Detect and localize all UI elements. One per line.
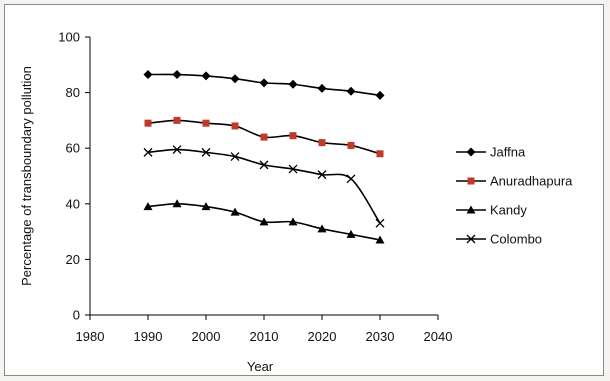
series-jaffna — [143, 70, 385, 100]
legend-marker — [466, 205, 476, 214]
data-point-kandy — [259, 217, 269, 226]
data-point-anuradhapura — [347, 141, 355, 149]
data-point-colombo — [172, 145, 182, 155]
data-point-anuradhapura — [173, 116, 181, 124]
data-point-jaffna — [172, 70, 182, 80]
legend-label: Jaffna — [490, 145, 526, 160]
x-tick-label: 2040 — [424, 329, 453, 344]
legend-marker — [466, 234, 476, 244]
y-axis-title: Percentage of transboundary pollution — [19, 66, 34, 286]
data-point-jaffna — [288, 79, 298, 89]
data-point-anuradhapura — [202, 119, 210, 127]
series-kandy — [143, 199, 385, 244]
data-point-kandy — [288, 217, 298, 226]
y-tick-label: 60 — [66, 141, 80, 156]
data-point-jaffna — [317, 83, 327, 93]
data-point-jaffna — [230, 74, 240, 84]
data-point-colombo — [143, 147, 153, 157]
x-tick-label: 1980 — [76, 329, 105, 344]
y-ticks: 0 20 40 60 80 100 — [58, 30, 90, 323]
data-point-colombo — [201, 147, 211, 157]
legend-label: Kandy — [490, 203, 527, 218]
data-point-anuradhapura — [318, 139, 326, 147]
legend-item-anuradhapura: Anuradhapura — [456, 174, 573, 189]
data-point-anuradhapura — [260, 133, 268, 141]
data-point-jaffna — [375, 90, 385, 100]
series-group — [143, 70, 385, 244]
x-tick-label: 2010 — [250, 329, 279, 344]
x-tick-label: 2000 — [192, 329, 221, 344]
x-tick-label: 1990 — [134, 329, 163, 344]
x-tick-label: 2030 — [366, 329, 395, 344]
data-point-anuradhapura — [231, 122, 239, 130]
chart-frame — [4, 4, 604, 376]
y-tick-label: 0 — [73, 308, 80, 323]
legend-item-kandy: Kandy — [456, 203, 527, 218]
legend-marker — [466, 147, 476, 157]
data-point-colombo — [259, 160, 269, 170]
legend-marker — [467, 177, 475, 185]
data-point-jaffna — [143, 70, 153, 80]
data-point-kandy — [346, 229, 356, 238]
y-tick-label: 20 — [66, 252, 80, 267]
data-point-jaffna — [259, 78, 269, 88]
series-anuradhapura — [144, 116, 384, 158]
data-point-kandy — [375, 235, 385, 244]
data-point-jaffna — [346, 86, 356, 96]
data-point-colombo — [317, 170, 327, 180]
data-point-jaffna — [201, 71, 211, 81]
y-tick-label: 100 — [58, 30, 80, 45]
x-ticks: 1980 1990 2000 2010 2020 2030 2040 — [76, 315, 453, 344]
x-tick-label: 2020 — [308, 329, 337, 344]
data-point-colombo — [288, 164, 298, 174]
data-point-kandy — [201, 202, 211, 211]
data-point-anuradhapura — [376, 150, 384, 158]
legend-item-colombo: Colombo — [456, 232, 542, 247]
data-point-kandy — [317, 224, 327, 233]
data-point-kandy — [172, 199, 182, 208]
data-point-anuradhapura — [289, 132, 297, 140]
x-axis-title: Year — [247, 359, 274, 374]
y-tick-label: 80 — [66, 85, 80, 100]
data-point-kandy — [230, 207, 240, 216]
data-point-colombo — [346, 174, 356, 184]
legend-label: Anuradhapura — [490, 174, 573, 189]
legend-item-jaffna: Jaffna — [456, 145, 526, 160]
data-point-kandy — [143, 202, 153, 211]
legend: Jaffna Anuradhapura Kandy Colombo — [456, 145, 573, 247]
series-line-colombo — [147, 148, 381, 224]
data-point-anuradhapura — [144, 119, 152, 127]
series-colombo — [143, 145, 385, 228]
legend-label: Colombo — [490, 232, 542, 247]
y-tick-label: 40 — [66, 196, 80, 211]
data-point-colombo — [375, 218, 385, 228]
data-point-colombo — [230, 152, 240, 161]
